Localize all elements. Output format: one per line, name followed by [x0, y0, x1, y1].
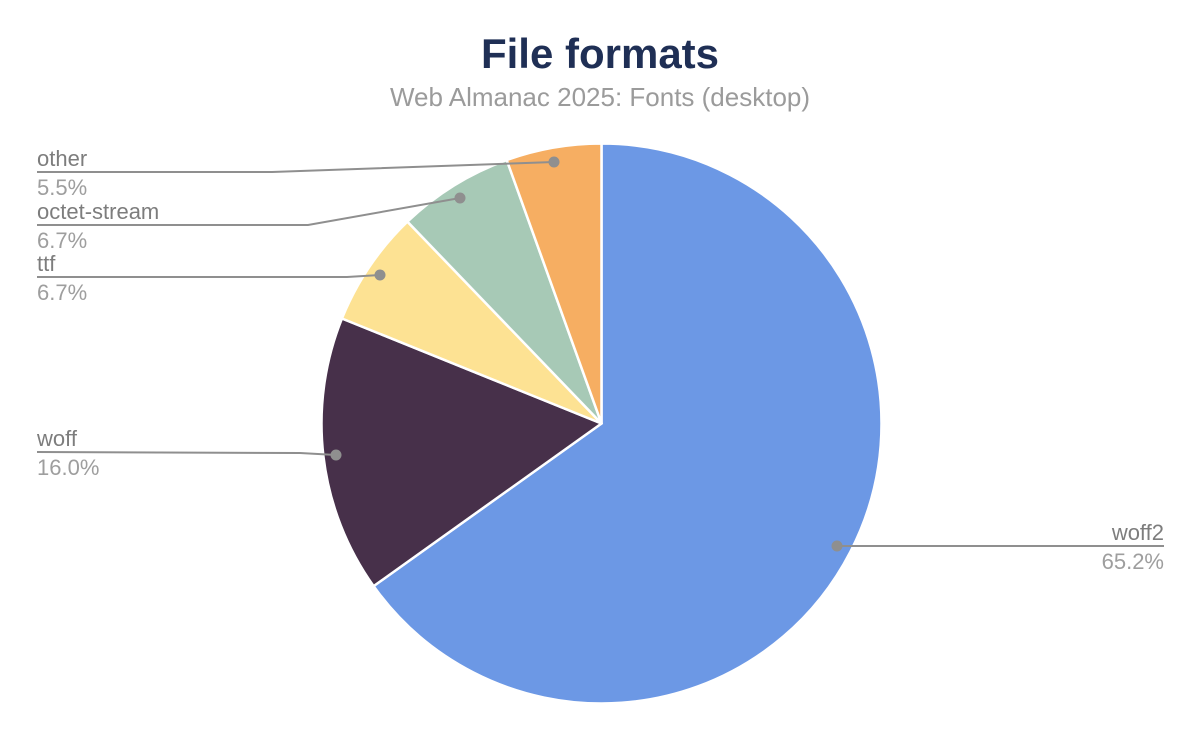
slice-label-woff2: woff2	[1111, 520, 1164, 545]
callout-ttf: ttf 6.7%	[37, 250, 87, 307]
slice-label-octet-stream: octet-stream	[37, 199, 160, 224]
callout-octet-stream: octet-stream 6.7%	[37, 198, 159, 255]
pie-slice-other[interactable]	[505, 142, 603, 425]
leader-line-octet-stream	[37, 197, 461, 226]
callout-other: other 5.5%	[37, 145, 87, 202]
callout-woff2: woff2 65.2%	[1102, 519, 1164, 576]
slice-percent-octet-stream: 6.7%	[37, 228, 88, 253]
slice-percent-ttf: 6.7%	[37, 280, 88, 305]
slice-label-other: other	[37, 146, 88, 171]
leader-dot-ttf	[374, 269, 386, 281]
leader-dot-other	[548, 156, 560, 168]
slice-percent-woff2: 65.2%	[1101, 549, 1164, 574]
slice-label-woff: woff	[37, 426, 77, 451]
leader-line-other	[37, 161, 555, 173]
pie-slice-ttf[interactable]	[340, 220, 603, 425]
leader-dot-octet-stream	[454, 192, 466, 204]
slice-percent-other: 5.5%	[37, 175, 88, 200]
leader-line-ttf	[37, 274, 381, 278]
leader-dot-woff	[330, 449, 342, 461]
callout-woff: woff 16.0%	[37, 425, 99, 482]
pie-slice-woff[interactable]	[320, 317, 603, 588]
pie-slice-octet-stream[interactable]	[406, 158, 603, 425]
pie-slice-woff2[interactable]	[372, 142, 883, 705]
chart-subtitle: Web Almanac 2025: Fonts (desktop)	[389, 82, 811, 112]
leader-dot-woff2	[831, 540, 843, 552]
slice-label-ttf: ttf	[37, 251, 56, 276]
leader-line-woff	[36, 451, 337, 456]
chart-title: File formats	[480, 30, 720, 77]
slice-percent-woff: 16.0%	[37, 455, 100, 480]
